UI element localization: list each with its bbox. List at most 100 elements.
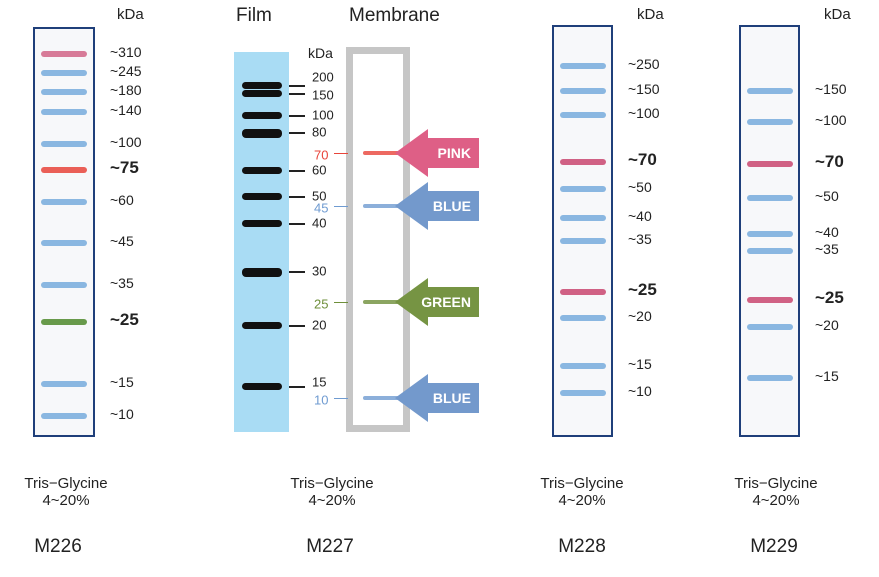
arrow-label: BLUE [432,198,471,214]
arrow-icon [395,129,479,177]
band-label: ~25 [815,288,844,307]
band [560,159,606,165]
band [41,89,87,95]
band [560,112,606,118]
membrane-marker-label: 25 [314,296,329,312]
band-label: ~15 [628,356,652,372]
marker-tick [289,325,305,327]
model-m226: M226 [34,536,82,557]
band-label: ~45 [110,233,134,249]
caption-m226: Tris−Glycine 4~20% [0,475,146,509]
film-title: Film [236,5,272,26]
band-label: ~35 [815,241,839,257]
band [41,109,87,115]
marker-tick [334,398,348,399]
band-label: ~25 [110,310,139,329]
film-band [242,220,282,227]
band-label: ~20 [815,317,839,333]
lane-m228 [552,25,613,437]
membrane-band [363,151,399,155]
marker-tick [289,85,305,87]
arrow-blue: BLUE [395,374,479,422]
band [747,161,793,167]
gel-type: Tris−Glycine [24,475,108,492]
band-label: ~40 [815,224,839,240]
band [41,282,87,288]
film-marker-label: 40 [312,215,327,231]
marker-tick [334,302,348,303]
band [747,88,793,94]
marker-tick [289,170,305,172]
film-marker-label: 20 [312,317,327,333]
unit-label: kDa [824,6,851,23]
marker-tick [289,132,305,134]
marker-tick [334,206,348,207]
band-label: ~10 [110,406,134,422]
band-label: ~20 [628,308,652,324]
film-marker-label: 30 [312,263,327,279]
film-marker-label: 100 [312,107,334,123]
marker-tick [289,386,305,388]
band [41,319,87,325]
band-label: ~150 [628,81,660,97]
lane-m229 [739,25,800,437]
arrow-green: GREEN [395,278,479,326]
film-band [242,82,282,89]
unit-label: kDa [637,6,664,23]
marker-tick [289,223,305,225]
band-label: ~250 [628,56,660,72]
band-label: ~100 [815,112,847,128]
band [747,248,793,254]
band-label: ~15 [815,368,839,384]
marker-tick [289,93,305,95]
arrow-icon [395,182,479,230]
marker-tick [289,196,305,198]
arrow-label: BLUE [432,390,471,406]
gradient: 4~20% [308,492,356,509]
marker-tick [289,271,305,273]
arrow-icon [395,278,479,326]
band [41,141,87,147]
band [747,324,793,330]
band [560,63,606,69]
membrane-marker-label: 70 [314,147,329,163]
band-label: ~180 [110,82,142,98]
film-marker-label: 60 [312,162,327,178]
band-label: ~310 [110,44,142,60]
band [41,51,87,57]
model-m229: M229 [750,536,798,557]
gradient: 4~20% [752,492,800,509]
band [41,240,87,246]
film-band [242,112,282,119]
band-label: ~35 [628,231,652,247]
film-marker-label: 50 [312,188,327,204]
gel-type: Tris−Glycine [540,475,624,492]
band [747,119,793,125]
band [41,199,87,205]
caption-m227: Tris−Glycine 4~20% [252,475,412,509]
arrow-icon [395,374,479,422]
band [747,297,793,303]
band-label: ~70 [815,152,844,171]
band [560,186,606,192]
unit-label: kDa [117,6,144,23]
film-band [242,90,282,97]
gel-type: Tris−Glycine [734,475,818,492]
lane-m226 [33,27,95,437]
band-label: ~100 [628,105,660,121]
marker-tick [289,115,305,117]
band [41,70,87,76]
band-label: ~40 [628,208,652,224]
gel-type: Tris−Glycine [290,475,374,492]
membrane-marker-label: 45 [314,200,329,216]
band [560,88,606,94]
membrane-lane [346,47,410,432]
marker-tick [334,153,348,154]
arrow-label: PINK [437,145,471,161]
film-marker-label: 150 [312,87,334,103]
film-band [242,193,282,200]
gradient: 4~20% [42,492,90,509]
film-band [242,129,282,138]
band-label: ~60 [110,192,134,208]
band-label: ~10 [628,383,652,399]
